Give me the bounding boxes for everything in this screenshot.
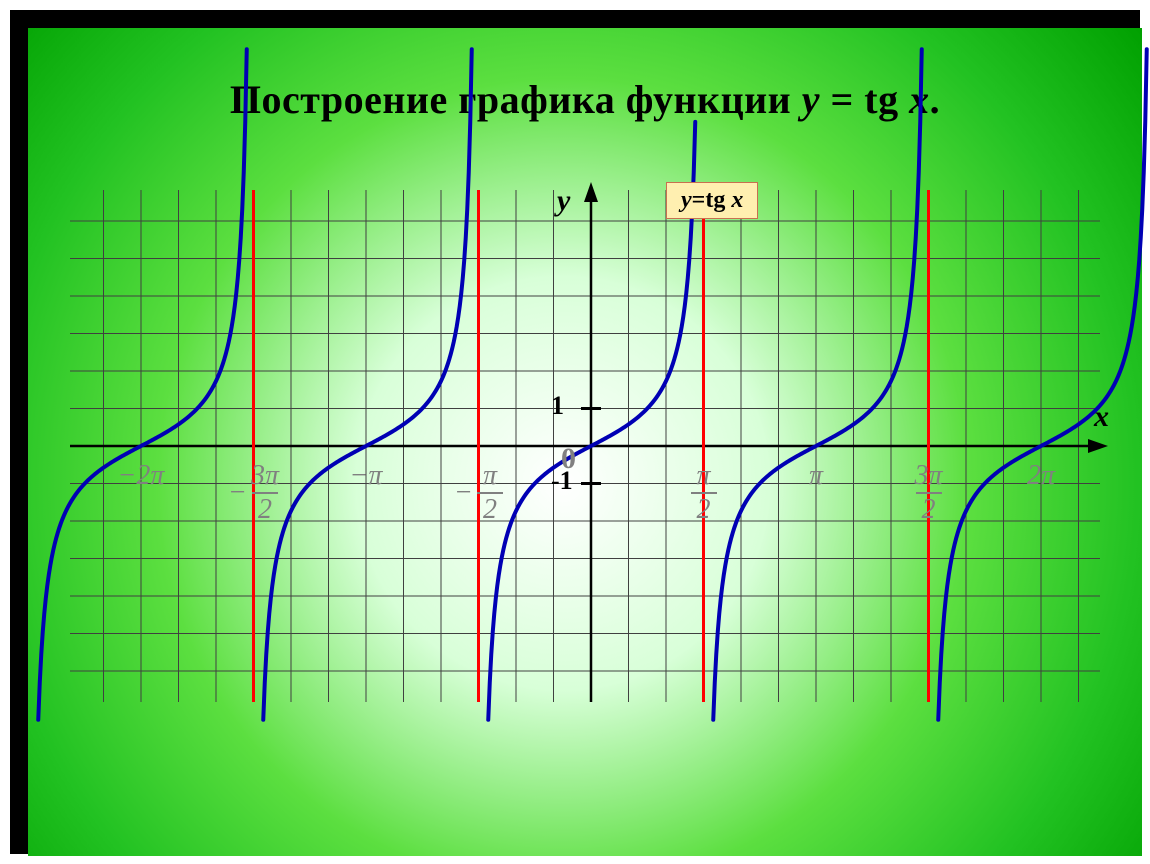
y-tick-label: -1 [551, 466, 573, 496]
x-tick-label: 2π [1006, 460, 1076, 492]
x-axis-label: x [1094, 400, 1109, 434]
title-eq-lhs: y [802, 77, 820, 122]
chart-area: yx01-1−2π−3π2−π−π2π2π3π22πy=tg x [70, 190, 1100, 702]
y-tick-label: 1 [551, 391, 564, 421]
title-suffix: . [930, 77, 941, 122]
title-eq-mid: = tg [820, 77, 909, 122]
chart-overlay-labels: yx01-1−2π−3π2−π−π2π2π3π22πy=tg x [70, 190, 1100, 702]
slide-background: Построение графика функции y = tg x. yx0… [28, 28, 1142, 856]
x-tick-label: π2 [669, 460, 739, 526]
formula-box: y=tg x [666, 182, 758, 219]
x-tick-label: −3π2 [219, 460, 289, 526]
x-tick-label: −π [331, 460, 401, 492]
x-tick-label: −π2 [444, 460, 514, 526]
x-tick-label: π [781, 460, 851, 492]
x-tick-label: −2π [106, 460, 176, 492]
page-title: Построение графика функции y = tg x. [28, 76, 1142, 123]
title-prefix: Построение графика функции [230, 77, 802, 122]
x-tick-label: 3π2 [894, 460, 964, 526]
y-axis-label: y [557, 184, 570, 218]
slide-frame: Построение графика функции y = tg x. yx0… [10, 10, 1140, 854]
